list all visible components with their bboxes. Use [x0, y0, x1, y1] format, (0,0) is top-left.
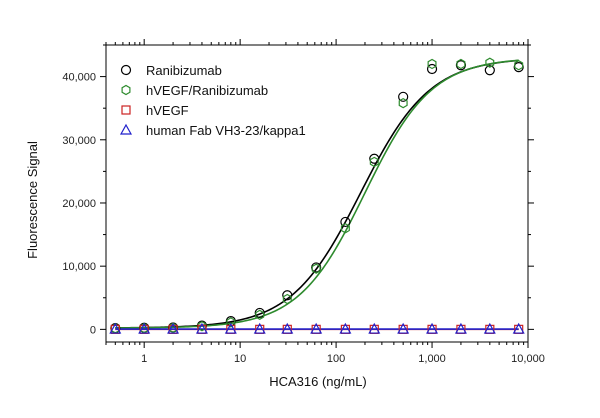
point-series-3 [224, 322, 237, 334]
point-series-1 [340, 223, 350, 234]
point-series-1 [197, 321, 207, 332]
y-tick-label: 40,000 [62, 72, 96, 84]
point-series-1 [255, 309, 265, 321]
point-series-0 [398, 91, 409, 102]
plot-frame [105, 44, 529, 343]
y-tick-label: 20,000 [62, 198, 96, 210]
legend-marker-2 [121, 105, 131, 115]
x-tick-label: 10,000 [511, 353, 545, 365]
point-series-0 [282, 290, 293, 301]
y-tick-label: 0 [90, 324, 96, 336]
point-series-1 [226, 317, 236, 328]
point-series-0 [484, 65, 495, 76]
point-series-3 [483, 322, 496, 334]
legend: Ranibizumab hVEGF/Ranibizumab hVEGF human F… [119, 63, 306, 138]
point-series-3 [368, 322, 381, 334]
point-series-1 [282, 293, 292, 305]
axes [105, 44, 529, 343]
legend-label-0: Ranibizumab [146, 63, 222, 78]
point-series-1 [485, 57, 495, 68]
legend-label-2: hVEGF [146, 103, 189, 118]
point-series-3 [253, 322, 266, 334]
y-axis-label: Fluorescence Signal [25, 141, 40, 259]
point-series-3 [195, 322, 208, 334]
fit-curves [115, 59, 519, 331]
data-points [109, 57, 525, 334]
legend-marker-3 [119, 123, 133, 135]
point-series-3 [426, 322, 439, 334]
point-series-1 [456, 58, 466, 70]
point-series-0 [254, 307, 265, 319]
point-series-3 [109, 322, 122, 334]
x-ticks: 1 10 100 1,000 10,000 [105, 39, 545, 365]
point-series-3 [512, 322, 525, 334]
point-series-3 [454, 322, 467, 334]
point-series-3 [339, 322, 352, 334]
y-ticks: 0 10,000 20,000 30,000 40,000 [62, 44, 534, 336]
y-tick-label: 10,000 [62, 261, 96, 273]
point-series-1 [427, 58, 437, 70]
x-axis-label: HCA316 (ng/mL) [269, 374, 367, 389]
x-tick-label: 1 [141, 353, 147, 365]
point-series-3 [397, 322, 410, 334]
legend-label-1: hVEGF/Ranibizumab [146, 83, 268, 98]
point-series-3 [167, 322, 180, 334]
fit-curve-series-1 [115, 59, 519, 329]
point-series-1 [398, 97, 408, 109]
point-series-0 [369, 153, 380, 164]
point-series-0 [340, 216, 351, 228]
point-series-1 [514, 60, 524, 71]
point-series-3 [138, 322, 151, 334]
legend-marker-1 [121, 84, 131, 96]
x-tick-label: 1,000 [418, 353, 446, 365]
legend-label-3: human Fab VH3-23/kappa1 [146, 123, 306, 138]
point-series-1 [369, 156, 379, 168]
point-series-3 [281, 322, 294, 334]
x-tick-label: 100 [327, 353, 345, 365]
point-series-0 [426, 63, 438, 75]
fit-curve-series-0 [115, 59, 519, 329]
point-series-1 [311, 263, 321, 274]
x-tick-label: 10 [234, 353, 246, 365]
point-series-3 [310, 322, 323, 334]
legend-marker-0 [120, 64, 132, 76]
y-tick-label: 30,000 [62, 135, 96, 147]
